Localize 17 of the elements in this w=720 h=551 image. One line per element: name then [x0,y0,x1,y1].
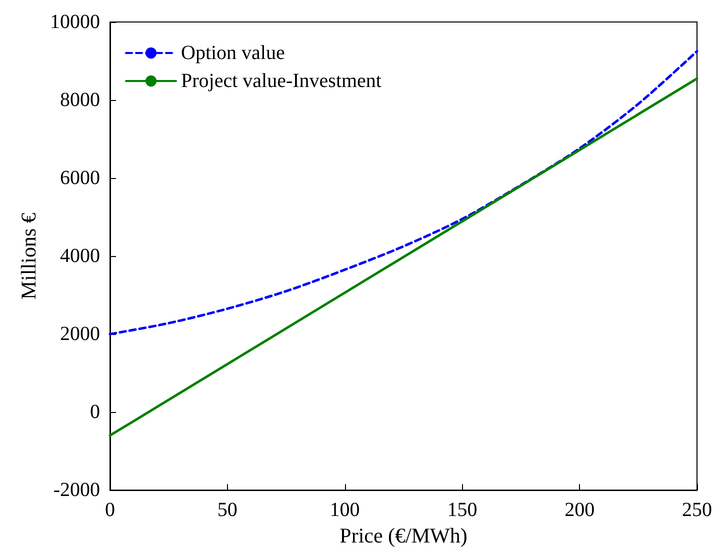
y-tick-label: 8000 [60,89,100,112]
y-tick-label: 10000 [50,11,100,33]
x-tick-label: 100 [330,499,360,522]
legend-label: Option value [181,42,285,64]
y-tick-label: 4000 [60,245,100,268]
x-tick-label: 250 [682,499,712,522]
legend-label: Project value-Investment [181,70,382,92]
y-tick-label: 0 [90,401,100,424]
x-tick-label: 150 [447,499,478,522]
x-axis-title: Price (€/MWh) [340,524,468,548]
y-tick-label: 6000 [60,167,100,190]
x-tick-label: 0 [105,499,115,522]
x-tick-label: 50 [217,499,238,522]
y-tick-label: 2000 [60,323,100,346]
y-axis-title: Millions € [16,212,41,300]
y-tick-label: -2000 [53,479,100,502]
x-tick-label: 200 [564,499,595,522]
